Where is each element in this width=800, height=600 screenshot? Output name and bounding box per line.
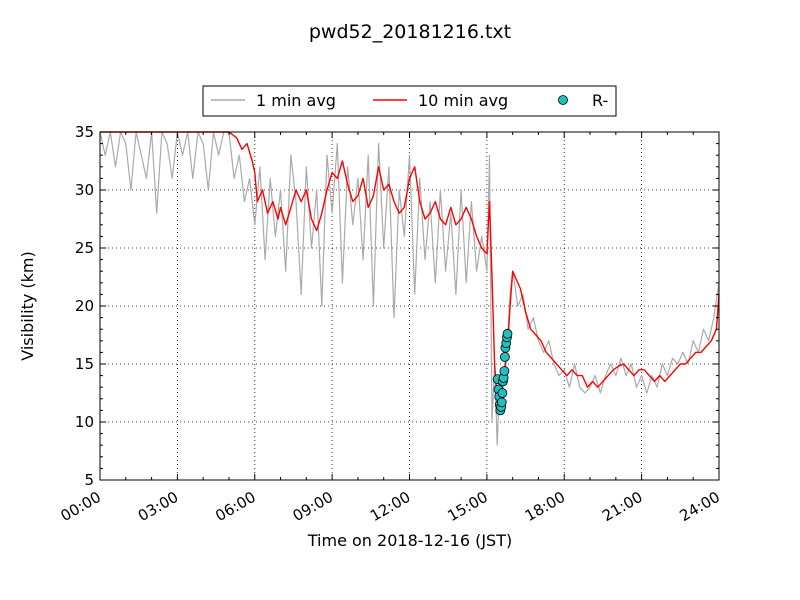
y-tick-label: 20 [75,297,94,315]
precip-marker-layer [492,328,513,416]
precip-point [496,397,507,408]
ten-min-series-layer [100,131,720,400]
legend-swatch-precip [558,95,568,105]
y-tick-label: 30 [75,181,94,199]
chart-title: pwd52_20181216.txt [309,21,511,43]
y-tick-label: 10 [75,413,94,431]
legend-label-precip: R- [592,91,608,110]
legend-label-ten-min: 10 min avg [418,91,508,110]
precip-point [499,366,510,376]
precip-point [499,352,510,362]
one-min-avg-line [99,131,720,446]
x-axis-label: Time on 2018-12-16 (JST) [307,531,512,550]
y-tick-label: 35 [75,123,94,141]
y-tick-label: 15 [75,355,94,373]
legend-box [202,85,617,117]
y-tick-label: 5 [84,471,94,489]
legend: 1 min avg 10 min avg R- [202,85,617,117]
ticks-layer [99,131,720,481]
precip-point [502,328,513,339]
y-tick-labels: 5 10 15 20 25 30 35 [75,123,94,489]
ten-min-avg-line [100,131,720,400]
y-axis-label: Visibility (km) [18,251,37,360]
y-tick-label: 25 [75,239,94,257]
one-min-series-layer [99,131,720,446]
precip-point [497,388,508,398]
legend-label-one-min: 1 min avg [256,91,336,110]
